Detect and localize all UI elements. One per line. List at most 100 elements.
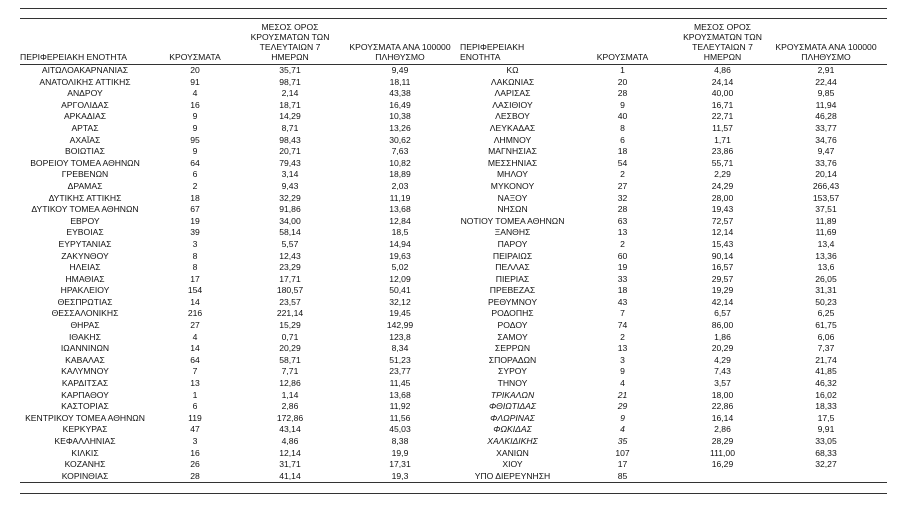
region-cell: ΞΑΝΘΗΣ [494, 227, 531, 238]
value-cell: 32,12 [389, 296, 411, 307]
value-cell: 11,56 [389, 412, 411, 423]
value-cell: 13,68 [389, 389, 411, 400]
region-cell: ΒΟΙΩΤΙΑΣ [65, 146, 105, 157]
value-cell: 9,43 [281, 180, 299, 191]
value-cell: 10,38 [389, 111, 411, 122]
region-cell: ΣΑΜΟΥ [497, 331, 528, 342]
value-cell: 216 [187, 308, 203, 319]
value-cell: 20 [190, 65, 200, 75]
table-row: ΚΑΡΠΑΘΟΥ 1 1,14 13,68 ΤΡΙΚΑΛΩΝ 21 18,00 16,02 [20, 390, 887, 402]
value-cell: 18 [617, 146, 628, 157]
region-cell: ΦΘΙΩΤΙΔΑΣ [488, 401, 537, 412]
value-cell: 4,29 [714, 354, 731, 365]
value-cell: 41,14 [279, 470, 301, 481]
value-cell: 4 [620, 378, 625, 389]
value-cell: 18 [617, 285, 628, 296]
table-row: ΑΝΑΤΟΛΙΚΗΣ ΑΤΤΙΚΗΣ 91 98,71 18,11 ΛΑΚΩΝΙΑΣ 20… [20, 77, 887, 89]
value-cell: 3,14 [281, 169, 299, 180]
value-cell: 5,02 [391, 262, 409, 273]
value-cell: 20 [617, 76, 628, 87]
value-cell: 13,26 [389, 122, 411, 133]
table-row: ΚΟΡΙΝΘΙΑΣ 28 41,14 19,3 ΥΠΟ ΔΙΕΡΕΥΝΗΣΗ 85 [20, 471, 887, 483]
value-cell: 6 [192, 169, 198, 180]
region-cell: ΣΠΟΡΑΔΩΝ [488, 354, 537, 365]
value-cell: 7 [192, 366, 198, 377]
table-row: ΑΝΔΡΟΥ 4 2,14 43,38 ΛΑΡΙΣΑΣ 28 40,00 9,85 [20, 88, 887, 100]
region-cell: ΦΛΩΡΙΝΑΣ [490, 412, 535, 423]
value-cell: 98,71 [279, 76, 301, 87]
value-cell: 154 [187, 285, 203, 296]
value-cell: 39 [190, 227, 200, 238]
table-row: ΗΛΕΙΑΣ 8 23,29 5,02 ΠΕΛΛΑΣ 19 16,57 13,6 [20, 262, 887, 274]
header-cell: ΜΕΣΟΣ ΟΡΟΣ ΚΡΟΥΣΜΑΤΩΝ ΤΩΝ ΤΕΛΕΥΤΑΙΩΝ 7 Η… [240, 22, 340, 65]
region-cell: ΣΕΡΡΩΝ [494, 343, 531, 354]
value-cell: 16 [190, 99, 200, 110]
value-cell: 13,68 [389, 204, 411, 215]
value-cell: 20,14 [815, 169, 837, 180]
value-cell: 9 [620, 99, 625, 110]
value-cell: 18,5 [391, 227, 409, 238]
value-cell: 68,33 [815, 447, 837, 458]
header-cell: ΚΡΟΥΣΜΑΤΑ ΑΝΑ 100000 ΠΛΗΘΥΣΜΟ [340, 22, 460, 65]
value-cell: 23,77 [389, 366, 411, 377]
value-cell: 8,71 [281, 122, 299, 133]
region-cell: ΠΑΡΟΥ [497, 238, 528, 249]
value-cell: 50,23 [815, 296, 837, 307]
value-cell: 180,57 [276, 285, 304, 296]
value-cell: 172,86 [276, 412, 304, 423]
value-cell: 19,45 [389, 308, 411, 319]
value-cell: 46,32 [815, 378, 837, 389]
value-cell: 10,82 [389, 157, 411, 168]
value-cell: 19,9 [391, 447, 409, 458]
value-cell: 64 [190, 157, 200, 168]
value-cell: 15,43 [711, 238, 734, 249]
header-cell: ΜΕΣΟΣ ΟΡΟΣ ΚΡΟΥΣΜΑΤΩΝ ΤΩΝ ΤΕΛΕΥΤΑΙΩΝ 7 Η… [680, 22, 765, 65]
table-row: ΚΟΖΑΝΗΣ 26 31,71 17,31 ΧΙΟΥ 17 16,29 32,27 [20, 459, 887, 471]
region-cell: ΚΑΡΠΑΘΟΥ [61, 389, 109, 400]
value-cell: 9,47 [817, 146, 835, 157]
region-cell: ΔΥΤΙΚΗΣ ΑΤΤΙΚΗΣ [48, 192, 122, 203]
value-cell: 16,49 [389, 99, 411, 110]
value-cell: 11,57 [712, 122, 733, 133]
value-cell: 2 [620, 169, 625, 180]
region-cell: ΚΟΖΑΝΗΣ [64, 459, 106, 470]
region-cell: ΧΙΟΥ [502, 459, 523, 470]
value-cell: 9 [620, 412, 625, 423]
value-cell: 6,06 [817, 331, 835, 342]
value-cell: 14 [190, 296, 200, 307]
value-cell: 16,02 [815, 389, 837, 400]
value-cell: 18,71 [279, 99, 301, 110]
value-cell: 1,71 [714, 134, 731, 145]
region-cell: ΠΕΙΡΑΙΩΣ [492, 250, 533, 261]
value-cell: 27 [190, 320, 200, 331]
region-cell: ΕΥΒΟΙΑΣ [66, 227, 104, 238]
table-row: ΚΑΒΑΛΑΣ 64 58,71 51,23 ΣΠΟΡΑΔΩΝ 3 4,29 21,74 [20, 355, 887, 367]
value-cell: 64 [190, 354, 200, 365]
table-row: ΔΥΤΙΚΗΣ ΑΤΤΙΚΗΣ 18 32,29 11,19 ΝΑΞΟΥ 32 28,00 1… [20, 193, 887, 205]
value-cell: 21,74 [815, 354, 837, 365]
value-cell: 27 [617, 180, 628, 191]
value-cell: 11,89 [815, 215, 837, 226]
table-row: ΚΑΣΤΟΡΙΑΣ 6 2,86 11,92 ΦΘΙΩΤΙΔΑΣ 29 22,86 18,33 [20, 401, 887, 413]
value-cell: 266,43 [812, 180, 840, 191]
value-cell: 12,84 [389, 215, 411, 226]
value-cell: 9,85 [817, 88, 835, 99]
region-cell: ΥΠΟ ΔΙΕΡΕΥΝΗΣΗ [474, 470, 551, 481]
value-cell: 32,27 [815, 459, 837, 470]
value-cell: 11,45 [389, 378, 411, 389]
value-cell: 12,86 [279, 378, 301, 389]
region-cell: ΚΕΡΚΥΡΑΣ [62, 424, 108, 435]
header-cell: ΠΕΡΙΦΕΡΕΙΑΚΗ ΕΝΟΤΗΤΑ [20, 22, 150, 65]
value-cell: 6,57 [714, 308, 731, 319]
value-cell: 55,71 [711, 157, 734, 168]
value-cell: 1,14 [281, 389, 299, 400]
value-cell: 35,71 [279, 65, 301, 75]
value-cell: 2,14 [281, 88, 299, 99]
bottom-rule [20, 482, 887, 483]
value-cell: 7,37 [817, 343, 835, 354]
value-cell: 33,76 [815, 157, 837, 168]
region-cell: ΑΡΤΑΣ [71, 122, 99, 133]
table-row: ΑΧΑΪΑΣ 95 98,43 30,62 ΛΗΜΝΟΥ 6 1,71 34,76 [20, 135, 887, 147]
value-cell: 16,71 [711, 99, 734, 110]
region-cell: ΗΜΑΘΙΑΣ [65, 273, 105, 284]
